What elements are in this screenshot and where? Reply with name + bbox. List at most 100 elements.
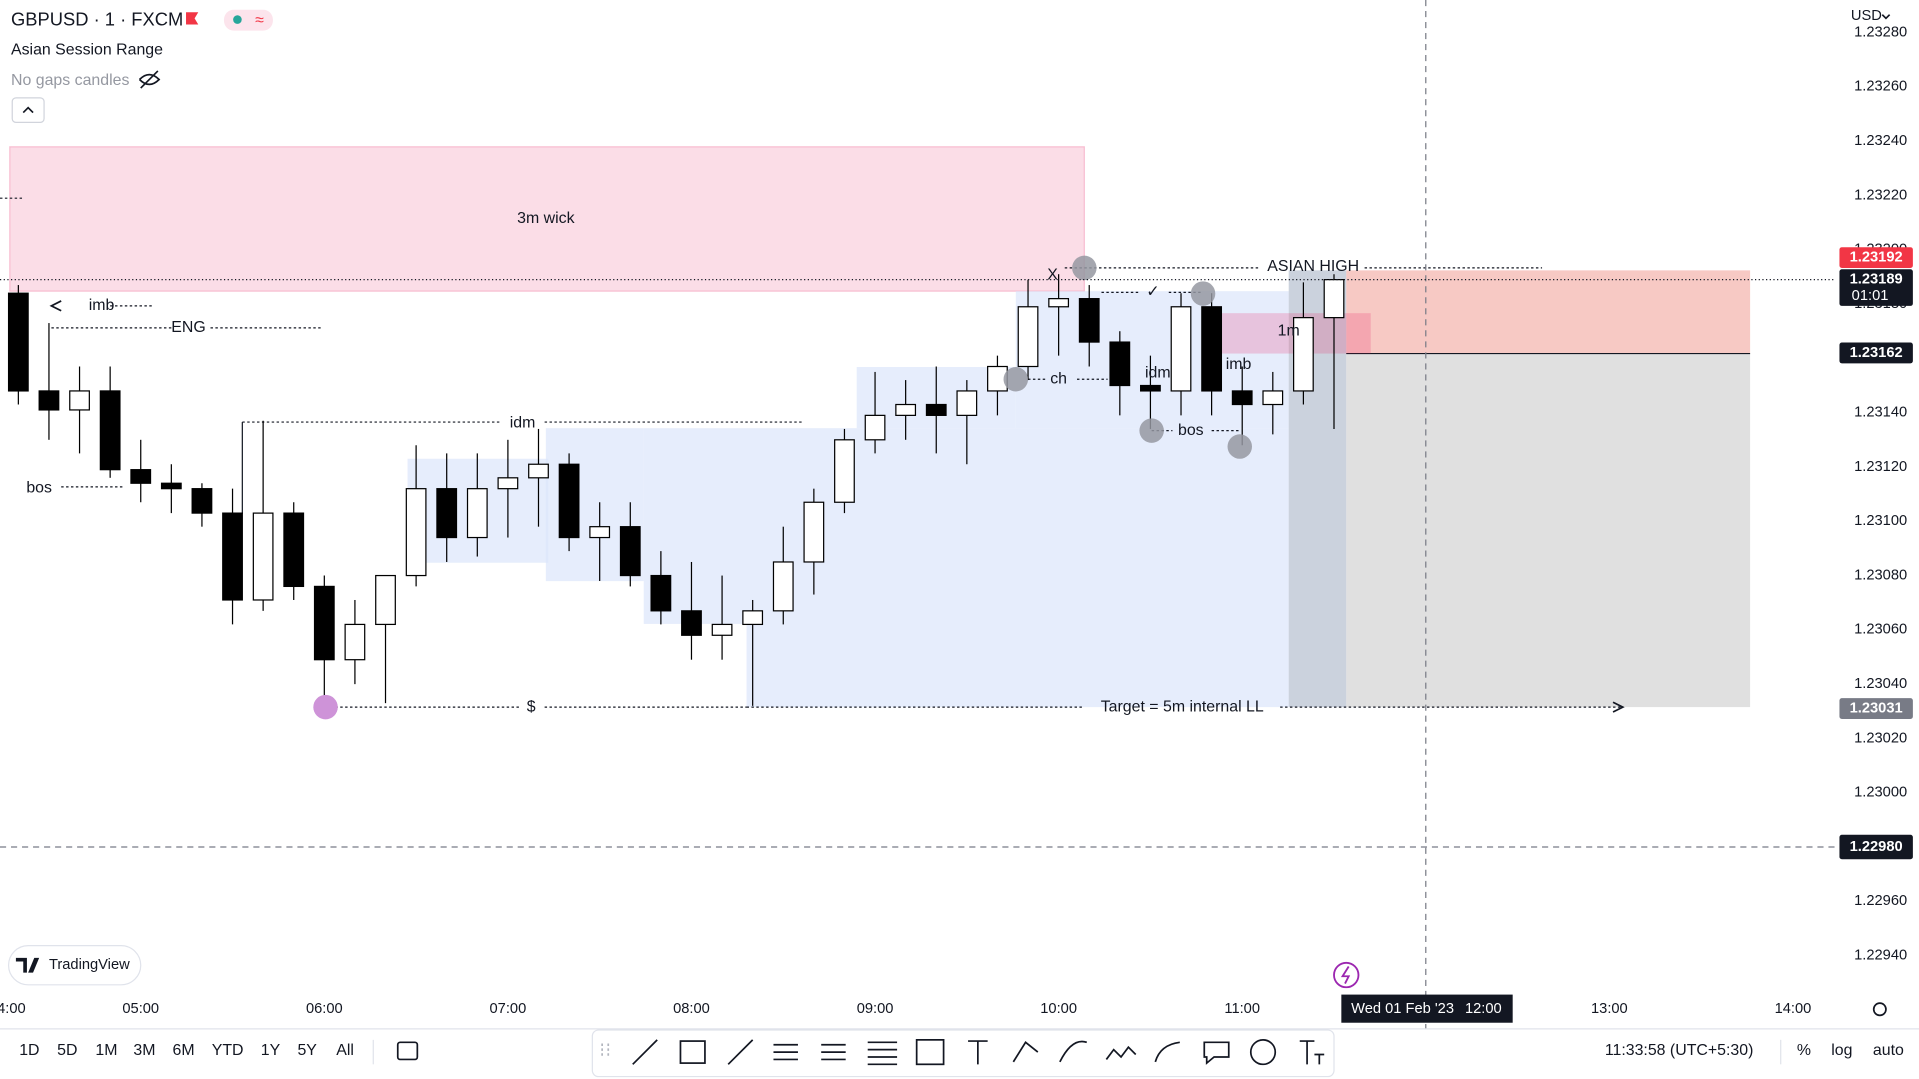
scale-option[interactable]: auto bbox=[1873, 1042, 1904, 1059]
candle-body bbox=[864, 414, 886, 441]
y-tick-label: 1.23020 bbox=[1854, 730, 1907, 746]
candle-body bbox=[99, 390, 121, 471]
y-tick-label: 1.23240 bbox=[1854, 133, 1907, 149]
annotation: 3m wick bbox=[517, 210, 574, 227]
indicator-label: Asian Session Range bbox=[11, 41, 163, 58]
collapse-button[interactable] bbox=[11, 97, 45, 123]
event-icon bbox=[1340, 965, 1351, 984]
x-tick-label: 06:00 bbox=[306, 1001, 343, 1017]
annotation: ✓ bbox=[1146, 284, 1159, 301]
annotation: imb bbox=[89, 297, 115, 314]
price-axis: 1.232801.232601.232401.232201.232001.231… bbox=[1839, 24, 1913, 963]
x-tick-label: 11:00 bbox=[1224, 1001, 1260, 1017]
settings-icon[interactable] bbox=[1872, 1002, 1887, 1017]
timeframe-button[interactable]: 1Y bbox=[261, 1042, 281, 1059]
y-tick-label: 1.23100 bbox=[1854, 513, 1907, 529]
candle-body bbox=[681, 610, 702, 636]
drawing-toolbar bbox=[591, 1029, 1335, 1078]
candle-body bbox=[38, 390, 60, 411]
candle-body bbox=[742, 610, 764, 626]
x-tick-label: 05:00 bbox=[122, 1001, 159, 1017]
candle-body bbox=[619, 526, 641, 577]
position-risk bbox=[1346, 270, 1751, 354]
y-tick-label: 1.23040 bbox=[1854, 676, 1907, 692]
candle-body bbox=[803, 501, 825, 563]
y-tick-label: 1.23280 bbox=[1854, 24, 1907, 40]
date-range-icon[interactable] bbox=[396, 1041, 419, 1061]
crosshair-time-label bbox=[1341, 994, 1513, 1023]
candle-body bbox=[956, 390, 978, 416]
swing-markers bbox=[1003, 255, 1253, 459]
logo-badge[interactable] bbox=[7, 945, 142, 986]
y-tick-label: 1.23120 bbox=[1854, 459, 1907, 475]
timeframe-button[interactable]: 1D bbox=[19, 1042, 39, 1059]
x-tick-label: 04:00 bbox=[0, 1001, 26, 1017]
x-tick-label: 08:00 bbox=[673, 1001, 710, 1017]
timeframe-button[interactable]: 6M bbox=[173, 1042, 195, 1059]
x-tick-label: 14:00 bbox=[1775, 1001, 1812, 1017]
candle-body bbox=[191, 488, 213, 514]
candles bbox=[7, 274, 1345, 709]
crosshair-price-label bbox=[1839, 834, 1913, 860]
price-label bbox=[1839, 269, 1913, 306]
annotation: bos bbox=[1178, 422, 1204, 439]
candle-body bbox=[344, 623, 366, 661]
candle-body bbox=[1323, 279, 1345, 319]
timeframe-button[interactable]: 1M bbox=[95, 1042, 117, 1059]
candle-body bbox=[1078, 298, 1100, 343]
scale-option[interactable]: % bbox=[1797, 1042, 1811, 1059]
candle-body bbox=[834, 439, 855, 503]
hidden-icon bbox=[138, 70, 161, 89]
indicator-label: No gaps candles bbox=[11, 72, 129, 89]
clock: 11:33:58 (UTC+5:30) bbox=[1605, 1042, 1754, 1059]
candle-body bbox=[650, 574, 672, 612]
candle-body bbox=[283, 512, 305, 588]
drawing-tools bbox=[601, 1038, 1325, 1066]
timeframe-button[interactable]: 5D bbox=[57, 1042, 77, 1059]
crosshair-time-text: 12:00 bbox=[1465, 1001, 1502, 1017]
y-tick-label: 1.22960 bbox=[1854, 893, 1907, 909]
x-tick-label: 13:00 bbox=[1591, 1001, 1628, 1017]
status-pill bbox=[223, 9, 273, 31]
y-tick-label: 1.23080 bbox=[1854, 567, 1907, 583]
annotation: imb bbox=[1226, 356, 1252, 373]
candle-body bbox=[466, 488, 488, 539]
timeframe-button[interactable]: 5Y bbox=[297, 1042, 317, 1059]
candle-body bbox=[405, 488, 427, 577]
countdown: 01:01 bbox=[1852, 288, 1889, 304]
status-icon: ≈ bbox=[255, 12, 264, 29]
scale-option[interactable]: log bbox=[1831, 1042, 1852, 1059]
annotation: bos bbox=[26, 479, 52, 496]
annotation: Target = 5m internal LL bbox=[1101, 698, 1264, 715]
candle-body bbox=[1201, 306, 1223, 392]
candle-body bbox=[558, 463, 580, 539]
annotation: X bbox=[1047, 266, 1058, 283]
candle-body bbox=[436, 488, 458, 539]
candle-body bbox=[160, 482, 182, 490]
candle-body bbox=[925, 403, 947, 416]
imb-zone bbox=[1207, 313, 1371, 354]
wick-zone bbox=[9, 146, 1085, 292]
x-tick-label: 09:00 bbox=[857, 1001, 894, 1017]
price-label-text: 1.23031 bbox=[1850, 700, 1903, 716]
time-axis: 04:00 05:00 06:00 07:00 08:00 09:00 10:00 11:00… bbox=[0, 990, 1812, 1029]
sweep-marker bbox=[313, 694, 338, 720]
timeframe-button[interactable]: 3M bbox=[133, 1042, 155, 1059]
candle-body bbox=[1017, 306, 1039, 368]
candle-body bbox=[711, 623, 733, 636]
candle-body bbox=[69, 390, 90, 411]
candle-body bbox=[7, 292, 29, 392]
candle-body bbox=[1140, 384, 1161, 392]
candle-body bbox=[130, 469, 152, 484]
timeframe-button[interactable]: YTD bbox=[212, 1042, 244, 1059]
candle-body bbox=[895, 403, 917, 416]
candle-body bbox=[497, 477, 519, 490]
annotation-lines bbox=[0, 197, 1622, 708]
timeframe-button[interactable]: All bbox=[336, 1042, 354, 1059]
arrow-heads bbox=[49, 300, 1625, 713]
event-marker[interactable] bbox=[1333, 961, 1360, 989]
logo-text: TradingView bbox=[49, 957, 130, 973]
currency[interactable]: USD bbox=[1851, 8, 1882, 24]
symbol-title: GBPUSD · 1 · FXCM bbox=[11, 9, 183, 30]
